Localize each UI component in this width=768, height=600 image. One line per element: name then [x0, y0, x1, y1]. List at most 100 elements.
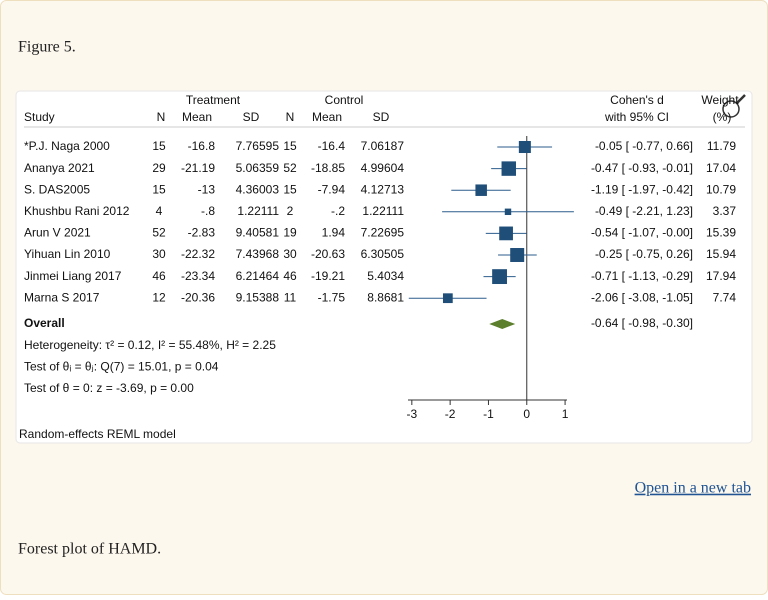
overall-label: Overall	[24, 316, 65, 330]
column-header: Mean	[182, 110, 212, 124]
overall-diamond	[489, 319, 516, 329]
table-cell: 19	[283, 226, 297, 240]
open-link[interactable]: Open in a new tab	[635, 480, 751, 497]
table-cell: -1.75	[318, 290, 346, 304]
table-cell: 7.22695	[361, 226, 405, 240]
effect-marker	[442, 293, 453, 304]
table-cell: -18.85	[311, 161, 345, 175]
group-header: Treatment	[186, 93, 241, 107]
column-header: (%)	[713, 110, 732, 124]
table-cell: 15	[283, 182, 297, 196]
effect-marker	[501, 161, 516, 176]
table-cell: -20.63	[311, 247, 345, 261]
weight: 15.94	[706, 247, 736, 261]
table-cell: 6.21464	[236, 269, 280, 283]
test-note: Heterogeneity: τ² = 0.12, I² = 55.48%, H…	[24, 338, 276, 352]
table-cell: 6.30505	[361, 247, 405, 261]
table-cell: 7.76595	[236, 139, 280, 153]
table-cell: 5.4034	[367, 269, 404, 283]
column-header: Cohen's d	[610, 93, 664, 107]
table-cell: 9.15388	[236, 290, 280, 304]
table-cell: S. DAS2005	[24, 182, 90, 196]
column-header: Mean	[312, 110, 342, 124]
column-header: Study	[24, 110, 55, 124]
table-cell: 11	[284, 290, 297, 304]
table-cell: 8.8681	[367, 290, 404, 304]
table-cell: 9.40581	[236, 226, 280, 240]
table-cell: 1.22111	[362, 204, 404, 218]
table-cell: 12	[152, 290, 166, 304]
weight: 17.94	[706, 269, 736, 283]
x-tick-label: -2	[445, 407, 456, 421]
table-cell: -23.34	[181, 269, 215, 283]
table-cell: 46	[283, 269, 297, 283]
test-note: Test of θᵢ = θⱼ: Q(7) = 15.01, p = 0.04	[24, 360, 219, 374]
weight: 3.37	[713, 204, 737, 218]
table-cell: 30	[152, 247, 166, 261]
table-cell: *P.J. Naga 2000	[24, 139, 110, 153]
effect-ci: -0.64 [ -0.98, -0.30]	[591, 316, 693, 330]
weight: 7.74	[713, 290, 737, 304]
x-tick-label: -1	[483, 407, 494, 421]
table-cell: 46	[152, 269, 166, 283]
table-cell: -22.32	[181, 247, 215, 261]
column-header: N	[286, 110, 295, 124]
weight: 11.79	[707, 139, 736, 153]
column-header: with 95% CI	[604, 110, 669, 124]
effect-ci: -0.47 [ -0.93, -0.01]	[591, 161, 693, 175]
table-cell: 4.36003	[236, 182, 280, 196]
table-cell: -16.8	[188, 139, 216, 153]
table-cell: 7.06187	[361, 139, 405, 153]
table-cell: 29	[152, 161, 166, 175]
weight: 17.04	[706, 161, 736, 175]
effect-ci: -0.54 [ -1.07, -0.00]	[591, 226, 693, 240]
table-cell: -21.19	[181, 161, 215, 175]
effect-ci: -0.25 [ -0.75, 0.26]	[595, 247, 693, 261]
effect-ci: -1.19 [ -1.97, -0.42]	[591, 182, 693, 196]
x-tick-label: 1	[562, 407, 569, 421]
table-cell: 1.22111	[237, 204, 279, 218]
weight: 15.39	[706, 226, 736, 240]
column-header: Weight	[701, 93, 739, 107]
model-note: Random-effects REML model	[19, 427, 176, 441]
effect-marker	[492, 269, 507, 285]
table-cell: 52	[283, 161, 297, 175]
magnifier-icon[interactable]	[722, 94, 746, 118]
effect-marker	[518, 140, 531, 154]
table-cell: Yihuan Lin 2010	[24, 247, 111, 261]
table-cell: -2.83	[188, 226, 216, 240]
table-cell: -.2	[331, 204, 345, 218]
effect-ci: -0.49 [ -2.21, 1.23]	[595, 204, 693, 218]
table-cell: 4.99604	[361, 161, 405, 175]
effect-ci: -0.05 [ -0.77, 0.66]	[595, 139, 693, 153]
table-cell: 15	[152, 139, 166, 153]
table-cell: Ananya 2021	[24, 161, 95, 175]
effect-marker	[499, 226, 513, 241]
column-header: SD	[243, 110, 260, 124]
magnifier-handle[interactable]	[736, 94, 746, 104]
table-cell: Arun V 2021	[24, 226, 91, 240]
table-cell: 1.94	[322, 226, 346, 240]
table-cell: 7.43968	[236, 247, 280, 261]
weight: 10.79	[706, 182, 736, 196]
group-header: Control	[325, 93, 364, 107]
table-cell: 30	[283, 247, 297, 261]
magnifier-lens[interactable]	[722, 100, 740, 118]
table-cell: 4	[156, 204, 163, 218]
x-tick-label: 0	[523, 407, 530, 421]
table-cell: 2	[287, 204, 294, 218]
effect-ci: -0.71 [ -1.13, -0.29]	[591, 269, 693, 283]
table-cell: 5.06359	[236, 161, 280, 175]
table-cell: Jinmei Liang 2017	[24, 269, 122, 283]
test-note: Test of θ = 0: z = -3.69, p = 0.00	[24, 381, 194, 395]
x-tick-label: -3	[406, 407, 417, 421]
effect-ci: -2.06 [ -3.08, -1.05]	[591, 290, 693, 304]
table-cell: 15	[283, 139, 297, 153]
table-cell: Marna S 2017	[24, 290, 100, 304]
table-cell: -13	[198, 182, 216, 196]
column-header: N	[157, 110, 166, 124]
forest-plot: Treatment Control Study N Mean SD N Mean SD Cohen…	[19, 93, 745, 441]
figure-label: Figure 5.	[18, 39, 76, 56]
